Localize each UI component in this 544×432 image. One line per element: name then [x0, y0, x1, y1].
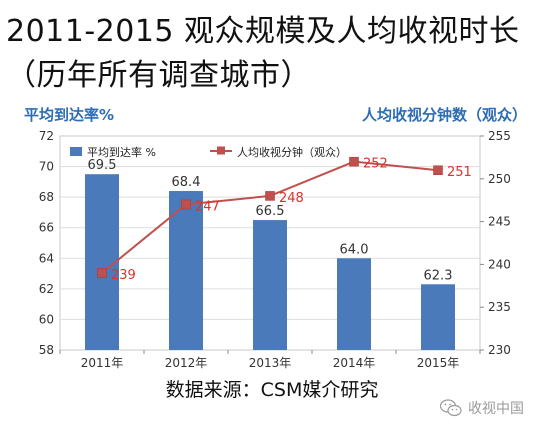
left-tick-label: 72 [39, 129, 54, 143]
left-tick-label: 64 [39, 251, 54, 265]
bar [337, 258, 371, 350]
bar-data-label: 68.4 [172, 175, 201, 190]
x-tick-label: 2011年 [81, 356, 124, 370]
line-data-label: 239 [111, 268, 136, 283]
bar [85, 174, 119, 350]
bar-data-label: 62.3 [424, 268, 453, 283]
right-tick-label: 255 [488, 129, 511, 143]
line-point [181, 199, 191, 210]
bar [253, 220, 287, 350]
left-tick-label: 68 [39, 190, 54, 204]
right-tick-label: 250 [488, 172, 511, 186]
x-tick-label: 2015年 [417, 356, 460, 370]
chart-svg: 69.5 68.4 66.5 64.0 62.3 239 247 248 252 251 58 6… [22, 100, 532, 375]
line-data-label: 251 [447, 165, 472, 180]
left-tick-label: 60 [39, 312, 54, 326]
left-axis-title: 平均到达率% [24, 106, 114, 124]
title-line-2: （历年所有调查城市） [6, 58, 311, 93]
right-axis-title: 人均收视分钟数（观众） [362, 106, 527, 124]
data-source: 数据来源：CSM媒介研究 [165, 379, 379, 401]
combo-chart: 69.5 68.4 66.5 64.0 62.3 239 247 248 252 251 58 6… [22, 100, 532, 375]
bar-data-label: 66.5 [256, 204, 285, 219]
x-tick-label: 2014年 [333, 356, 376, 370]
wechat-icon [440, 399, 462, 417]
legend-label-line: 人均收视分钟（观众） [237, 145, 347, 159]
right-tick-label: 235 [488, 300, 511, 314]
legend-swatch-marker [217, 146, 225, 155]
line-data-label: 252 [363, 157, 388, 172]
line-data-label: 248 [279, 191, 304, 206]
left-tick-label: 62 [39, 282, 54, 296]
title-line-1: 2011-2015 观众规模及人均收视时长 [6, 14, 520, 49]
watermark-text: 收视中国 [468, 401, 524, 417]
right-tick-label: 230 [488, 343, 511, 357]
watermark: 收视中国 [440, 398, 524, 418]
bar [421, 284, 455, 350]
line-point [265, 191, 275, 201]
left-tick-label: 70 [39, 160, 54, 174]
x-tick-label: 2013年 [249, 356, 292, 370]
line-point [349, 156, 359, 167]
right-tick-label: 245 [488, 215, 511, 229]
legend-label-bar: 平均到达率 % [87, 145, 156, 159]
line-point [433, 165, 443, 175]
bar-data-label: 64.0 [340, 242, 369, 257]
bar [169, 191, 203, 350]
bar-data-label: 69.5 [88, 158, 117, 173]
right-tick-label: 240 [488, 257, 511, 271]
line-data-label: 247 [195, 199, 220, 214]
line-point [97, 268, 107, 278]
x-tick-label: 2012年 [165, 356, 208, 370]
left-tick-label: 58 [39, 343, 54, 357]
left-tick-label: 66 [39, 221, 54, 235]
legend-swatch-bar [70, 147, 82, 156]
